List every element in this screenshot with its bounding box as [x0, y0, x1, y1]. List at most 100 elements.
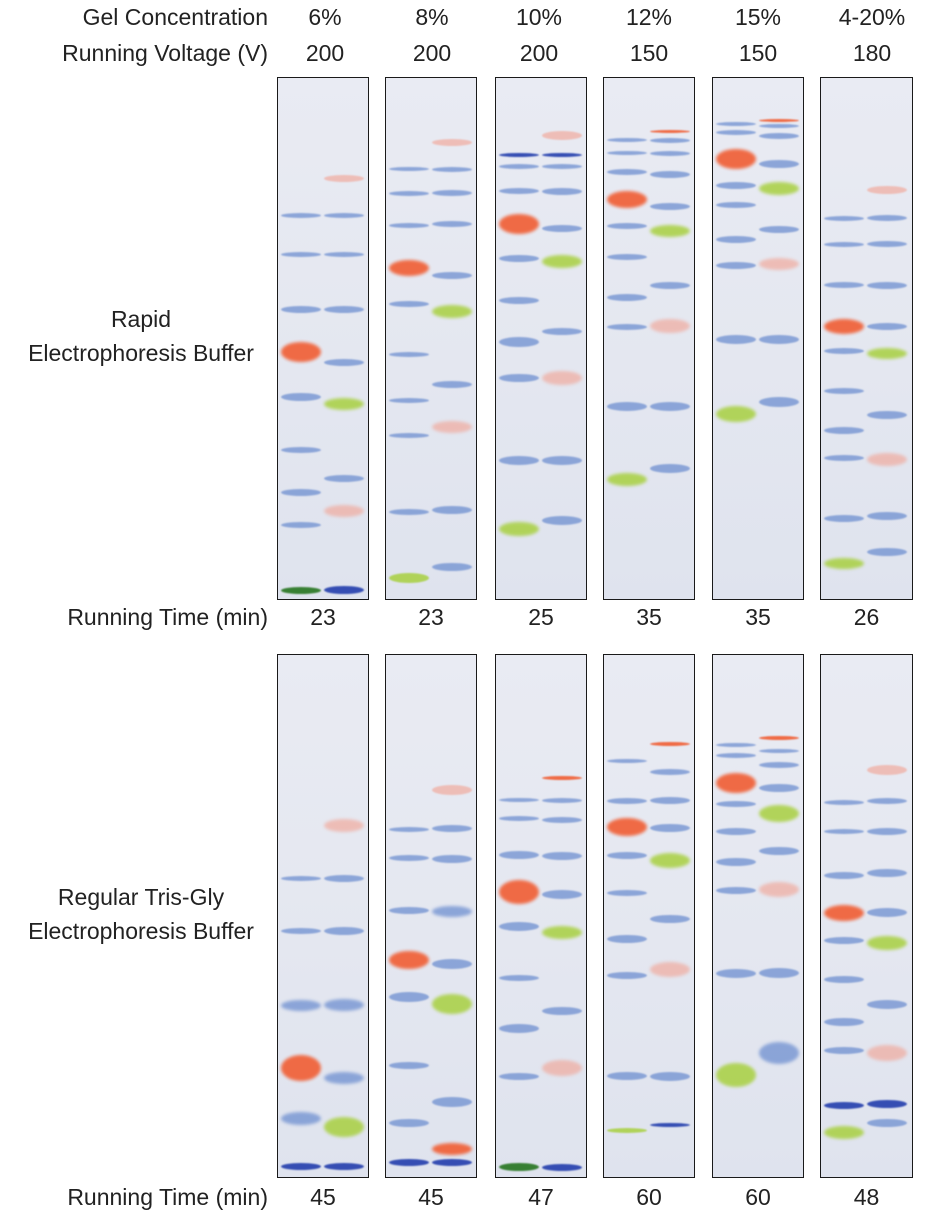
- running-time-label-trisgly: Running Time (min): [67, 1184, 268, 1210]
- ladder-band: [432, 855, 472, 863]
- time-rapid-6: 23: [310, 604, 336, 630]
- ladder-band: [650, 129, 690, 133]
- ladder-band: [759, 258, 799, 270]
- ladder-band: [324, 999, 364, 1011]
- ladder-band: [389, 573, 429, 583]
- voltage-8: 200: [412, 40, 452, 66]
- ladder-band: [389, 826, 429, 832]
- ladder-band: [499, 798, 539, 802]
- ladder-band: [432, 905, 472, 917]
- gel-rapid-15: [712, 77, 804, 600]
- time-rapid-12: 35: [636, 604, 662, 630]
- ladder-band: [867, 186, 907, 194]
- time-rapid-10: 25: [528, 604, 554, 630]
- ladder-band: [542, 515, 582, 525]
- ladder-band: [281, 1111, 321, 1125]
- ladder-band: [281, 342, 321, 362]
- ladder-band: [499, 254, 539, 262]
- time-rapid-4-20: 26: [853, 604, 880, 630]
- ladder-band: [499, 337, 539, 347]
- concentration-10: 10%: [515, 4, 563, 30]
- ladder-band: [759, 749, 799, 753]
- ladder-band: [281, 305, 321, 313]
- ladder-band: [716, 743, 756, 747]
- ladder-band: [867, 1119, 907, 1127]
- gel-rapid-12: [603, 77, 695, 600]
- ladder-band: [607, 169, 647, 175]
- ladder-band: [499, 921, 539, 931]
- time-trisgly-15: 60: [745, 1184, 771, 1210]
- ladder-band: [389, 906, 429, 914]
- ladder-band: [650, 225, 690, 237]
- ladder-band: [867, 907, 907, 917]
- ladder-band: [389, 432, 429, 438]
- running-time-label-rapid: Running Time (min): [67, 604, 268, 630]
- ladder-band: [867, 1045, 907, 1061]
- ladder-band: [867, 347, 907, 359]
- ladder-band: [824, 455, 864, 461]
- ladder-band: [824, 975, 864, 983]
- ladder-band: [432, 1097, 472, 1107]
- ladder-band: [607, 151, 647, 155]
- ladder-band: [650, 1071, 690, 1081]
- ladder-band: [716, 235, 756, 243]
- ladder-band: [432, 304, 472, 318]
- ladder-band: [324, 398, 364, 410]
- ladder-band: [607, 890, 647, 896]
- ladder-band: [716, 968, 756, 978]
- ladder-band: [716, 886, 756, 894]
- ladder-band: [389, 1158, 429, 1166]
- ladder-band: [759, 225, 799, 233]
- ladder-band: [607, 223, 647, 229]
- ladder-band: [281, 875, 321, 881]
- ladder-band: [432, 824, 472, 832]
- ladder-band: [281, 488, 321, 496]
- ladder-band: [607, 851, 647, 859]
- ladder-band: [716, 129, 756, 135]
- ladder-band: [542, 327, 582, 335]
- ladder-band: [281, 928, 321, 934]
- ladder-band: [389, 855, 429, 861]
- ladder-band: [716, 858, 756, 866]
- ladder-band: [607, 401, 647, 411]
- ladder-band: [824, 1101, 864, 1109]
- ladder-band: [432, 1143, 472, 1155]
- ladder-band: [650, 170, 690, 178]
- ladder-band: [499, 374, 539, 382]
- ladder-band: [324, 1162, 364, 1170]
- gel-trisgly-12: [603, 654, 695, 1178]
- ladder-band: [716, 181, 756, 189]
- ladder-band: [867, 936, 907, 950]
- ladder-band: [716, 773, 756, 793]
- ladder-band: [607, 759, 647, 763]
- ladder-band: [389, 167, 429, 171]
- ladder-band: [607, 293, 647, 301]
- ladder-band: [389, 951, 429, 969]
- ladder-band: [867, 1100, 907, 1108]
- ladder-band: [281, 212, 321, 218]
- ladder-band: [650, 769, 690, 775]
- gel-trisgly-8: [385, 654, 477, 1178]
- ladder-band: [389, 222, 429, 228]
- ladder-band: [867, 869, 907, 877]
- ladder-band: [542, 224, 582, 232]
- ladder-band: [650, 915, 690, 923]
- ladder-band: [542, 797, 582, 803]
- gel-rapid-4-20: [820, 77, 913, 600]
- ladder-band: [499, 455, 539, 465]
- ladder-band: [607, 324, 647, 330]
- trisgly-buffer-label-line1: Regular Tris-Gly: [57, 884, 225, 910]
- gel-rapid-10: [495, 77, 587, 600]
- ladder-band: [867, 827, 907, 835]
- rapid-buffer-label-line1: Rapid: [110, 306, 172, 332]
- ladder-band: [650, 202, 690, 210]
- ladder-band: [867, 548, 907, 556]
- voltage-10: 200: [519, 40, 559, 66]
- ladder-band: [759, 736, 799, 740]
- ladder-band: [542, 852, 582, 860]
- concentration-15: 15%: [734, 4, 782, 30]
- ladder-band: [499, 1072, 539, 1080]
- ladder-band: [824, 318, 864, 334]
- ladder-band: [542, 776, 582, 780]
- ladder-band: [281, 999, 321, 1011]
